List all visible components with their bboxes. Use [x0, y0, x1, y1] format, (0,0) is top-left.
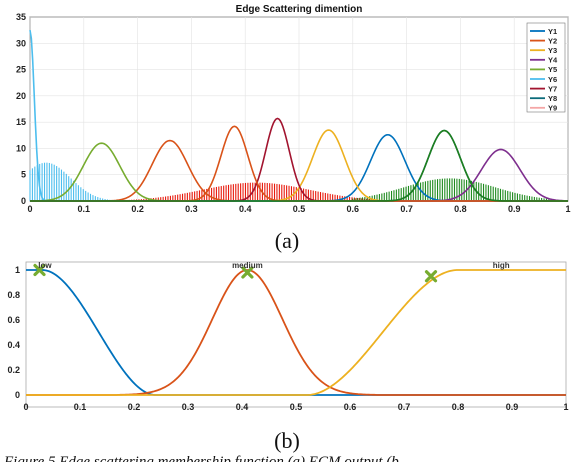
chart-a-ytick-label: 15: [16, 117, 26, 127]
subfigure-label-a: (a): [275, 228, 299, 253]
subfigure-label-b: (b): [274, 428, 300, 453]
chart-a-xtick-label: 0.3: [185, 204, 198, 214]
chart-a-xtick-label: 0: [27, 204, 32, 214]
chart-b-xtick-label: 0.8: [452, 402, 465, 412]
chart-a-title: Edge Scattering dimention: [236, 4, 363, 15]
chart-a-xtick-label: 0.5: [293, 204, 306, 214]
chart-a-xtick-label: 0.6: [347, 204, 360, 214]
chart-a-ytick-label: 35: [16, 12, 26, 22]
chart-a-xtick-label: 1: [565, 204, 570, 214]
chart-b-plot-area: [25, 261, 567, 408]
chart-b-ytick-label: 1: [15, 265, 20, 275]
chart-b-xtick-label: 0.1: [74, 402, 87, 412]
chart-b-xtick-label: 0.4: [236, 402, 249, 412]
chart-b-marker: [33, 263, 46, 277]
chart-b-xtick-label: 0.3: [182, 402, 195, 412]
chart-b-curve-label: high: [493, 261, 510, 270]
chart-a-y-ticks: 0 5 10 15 20 25 30 35: [16, 12, 26, 206]
chart-a-legend-label: Y9: [548, 104, 557, 113]
chart-b-xtick-label: 0.5: [290, 402, 303, 412]
chart-a-ytick-label: 10: [16, 143, 26, 153]
chart-b-ytick-label: 0.2: [7, 365, 20, 375]
chart-b-xtick-label: 0.2: [128, 402, 141, 412]
chart-a-xtick-label: 0.2: [131, 204, 144, 214]
chart-b-xtick-label: 0: [23, 402, 28, 412]
chart-a-legend-label: Y8: [548, 94, 557, 103]
chart-a-legend-box: [526, 22, 566, 113]
chart-b-markers: [33, 263, 438, 283]
chart-a-xtick-label: 0.7: [400, 204, 413, 214]
chart-a-xtick-label: 0.8: [454, 204, 467, 214]
chart-a-ytick-label: 5: [21, 170, 26, 180]
chart-b-x-ticks: 0 0.1 0.2 0.3 0.4 0.5 0.6 0.7 0.8 0.9 1: [23, 402, 568, 412]
chart-b-marker: [424, 270, 438, 283]
chart-b-curve-label: medium: [232, 261, 263, 270]
chart-b-y-ticks: 0 0.2 0.4 0.6 0.8 1: [7, 265, 20, 400]
chart-b-ytick-label: 0.8: [7, 290, 20, 300]
chart-b-ytick-label: 0: [15, 390, 20, 400]
chart-a-extra-curve: [30, 129, 568, 202]
chart-b-series-high: [26, 269, 566, 396]
chart-b-xtick-label: 1: [563, 402, 568, 412]
chart-a-legend-label: Y1: [548, 27, 557, 36]
chart-a-legend-label: Y4: [548, 56, 558, 65]
chart-a-ytick-label: 30: [16, 38, 26, 48]
chart-a-x-ticks: 0 0.1 0.2 0.3 0.4 0.5 0.6 0.7 0.8 0.9 1: [27, 204, 570, 214]
chart-a-ytick-label: 0: [21, 196, 26, 206]
chart-a-xtick-label: 0.4: [239, 204, 252, 214]
chart-b-xtick-label: 0.6: [344, 402, 357, 412]
chart-b-curve-label: low: [38, 261, 52, 270]
chart-b-ytick-label: 0.4: [7, 340, 20, 350]
chart-a-xtick-label: 0.9: [508, 204, 521, 214]
chart-a-curves: [29, 30, 569, 202]
chart-a-legend-label: Y6: [548, 75, 557, 84]
chart-b: 0 0.2 0.4 0.6 0.8 1 0 0.1 0.2 0.3 0.4 0.5 0.6 0.7 0.8…: [7, 261, 568, 412]
chart-b-marker: [241, 266, 254, 279]
chart-a: 0 5 10 15 20 25 30 35 0 0.1 0.2 0.3 0.4 0.5 0.6 0.7 0.8…: [16, 4, 571, 214]
chart-a-xtick-label: 0.1: [78, 204, 91, 214]
chart-a-legend-label: Y2: [548, 36, 557, 45]
figure-caption: Figure 5 Edge scattering membership func…: [3, 454, 399, 462]
chart-b-curve-labels: low medium high: [38, 261, 510, 270]
chart-a-legend-label: Y3: [548, 46, 557, 55]
chart-b-xtick-label: 0.9: [506, 402, 519, 412]
chart-b-curves: [26, 269, 566, 396]
chart-a-ytick-label: 20: [16, 91, 26, 101]
chart-b-xtick-label: 0.7: [398, 402, 411, 412]
chart-b-ytick-label: 0.6: [7, 315, 20, 325]
chart-a-legend-label: Y7: [548, 84, 557, 93]
chart-a-ytick-label: 25: [16, 65, 26, 75]
chart-a-legend-label: Y5: [548, 65, 557, 74]
